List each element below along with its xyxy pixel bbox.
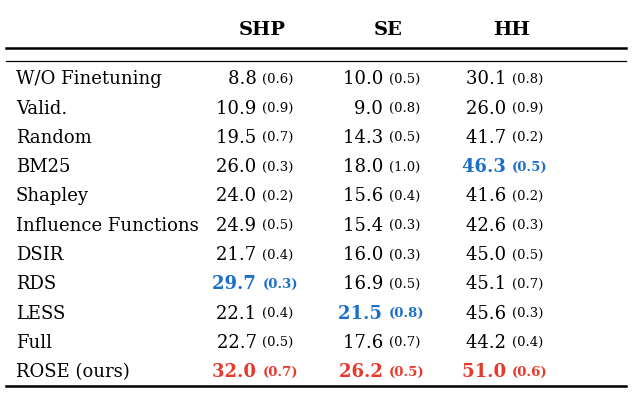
Text: (0.2): (0.2) [512,131,543,144]
Text: 16.0: 16.0 [343,246,389,264]
Text: 17.6: 17.6 [343,334,389,352]
Text: 41.7: 41.7 [466,129,512,147]
Text: DSIR: DSIR [16,246,63,264]
Text: SHP: SHP [239,21,286,39]
Text: 21.7: 21.7 [216,246,262,264]
Text: RDS: RDS [16,275,56,293]
Text: (0.7): (0.7) [512,278,544,291]
Text: (0.3): (0.3) [512,219,544,232]
Text: (0.5): (0.5) [512,249,543,261]
Text: (0.6): (0.6) [512,366,547,379]
Text: 45.6: 45.6 [466,305,512,323]
Text: (0.3): (0.3) [389,249,420,261]
Text: 41.6: 41.6 [466,187,512,206]
Text: Valid.: Valid. [16,99,67,118]
Text: ROSE (ours): ROSE (ours) [16,363,130,381]
Text: (0.9): (0.9) [262,102,294,115]
Text: (0.5): (0.5) [262,337,293,349]
Text: 26.0: 26.0 [466,99,512,118]
Text: 8.8: 8.8 [228,70,262,88]
Text: (1.0): (1.0) [389,161,420,173]
Text: (0.5): (0.5) [389,73,420,86]
Text: 26.0: 26.0 [216,158,262,176]
Text: (0.4): (0.4) [512,337,543,349]
Text: Influence Functions: Influence Functions [16,217,198,235]
Text: 15.4: 15.4 [343,217,389,235]
Text: (0.8): (0.8) [389,102,420,115]
Text: (0.3): (0.3) [512,307,544,320]
Text: (0.8): (0.8) [389,307,424,320]
Text: 9.0: 9.0 [354,99,389,118]
Text: 30.1: 30.1 [466,70,512,88]
Text: (0.7): (0.7) [262,131,294,144]
Text: 10.0: 10.0 [343,70,389,88]
Text: 26.2: 26.2 [339,363,389,381]
Text: BM25: BM25 [16,158,70,176]
Text: 45.0: 45.0 [466,246,512,264]
Text: SE: SE [374,21,403,39]
Text: (0.5): (0.5) [262,219,293,232]
Text: (0.5): (0.5) [389,366,424,379]
Text: 46.3: 46.3 [462,158,512,176]
Text: (0.5): (0.5) [389,278,420,291]
Text: 10.9: 10.9 [216,99,262,118]
Text: (0.3): (0.3) [389,219,420,232]
Text: (0.5): (0.5) [389,131,420,144]
Text: 24.9: 24.9 [216,217,262,235]
Text: 14.3: 14.3 [343,129,389,147]
Text: 22.7: 22.7 [217,334,262,352]
Text: (0.4): (0.4) [389,190,420,203]
Text: (0.8): (0.8) [512,73,543,86]
Text: 51.0: 51.0 [461,363,512,381]
Text: (0.7): (0.7) [389,337,420,349]
Text: (0.3): (0.3) [262,161,294,173]
Text: (0.4): (0.4) [262,307,293,320]
Text: (0.2): (0.2) [262,190,293,203]
Text: (0.7): (0.7) [262,366,298,379]
Text: 18.0: 18.0 [343,158,389,176]
Text: 21.5: 21.5 [338,305,389,323]
Text: 29.7: 29.7 [212,275,262,293]
Text: (0.5): (0.5) [512,161,547,173]
Text: Random: Random [16,129,92,147]
Text: (0.9): (0.9) [512,102,544,115]
Text: HH: HH [494,21,530,39]
Text: 42.6: 42.6 [466,217,512,235]
Text: 19.5: 19.5 [216,129,262,147]
Text: 24.0: 24.0 [216,187,262,206]
Text: 44.2: 44.2 [466,334,512,352]
Text: LESS: LESS [16,305,65,323]
Text: Shapley: Shapley [16,187,89,206]
Text: 32.0: 32.0 [212,363,262,381]
Text: 15.6: 15.6 [343,187,389,206]
Text: 45.1: 45.1 [466,275,512,293]
Text: W/O Finetuning: W/O Finetuning [16,70,162,88]
Text: (0.4): (0.4) [262,249,293,261]
Text: Full: Full [16,334,52,352]
Text: 22.1: 22.1 [216,305,262,323]
Text: (0.2): (0.2) [512,190,543,203]
Text: (0.3): (0.3) [262,278,298,291]
Text: (0.6): (0.6) [262,73,294,86]
Text: 16.9: 16.9 [343,275,389,293]
